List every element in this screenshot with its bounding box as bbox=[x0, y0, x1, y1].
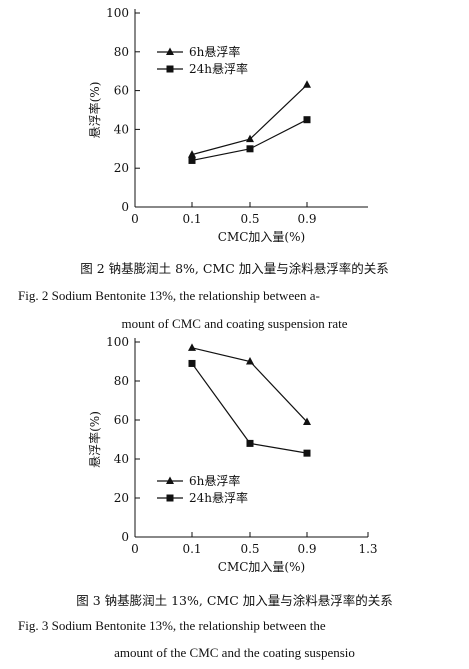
data-point-24h bbox=[246, 439, 254, 447]
x-tick-label: 0.5 bbox=[240, 542, 259, 556]
figure-2-caption-zh: 图 2 钠基膨润土 8%, CMC 加入量与涂料悬浮率的关系 bbox=[80, 261, 389, 276]
data-point-6h bbox=[188, 343, 196, 351]
data-point-6h bbox=[188, 150, 196, 158]
x-tick-label: 0.9 bbox=[297, 212, 316, 226]
data-point-6h bbox=[246, 357, 254, 365]
data-point-6h bbox=[303, 80, 311, 88]
x-tick-label: 1.3 bbox=[358, 542, 377, 556]
data-point-6h bbox=[246, 134, 254, 143]
chart-3-svg: 0 20 40 60 80 100 0 0.1 0.5 0.9 1.3 CMC加入量(%) 悬浮率(%)… bbox=[87, 335, 378, 574]
x-tick-label: 0 bbox=[131, 212, 139, 226]
data-point-24h bbox=[246, 145, 254, 153]
y-tick-label: 100 bbox=[106, 6, 129, 20]
y-tick-label: 0 bbox=[121, 200, 129, 214]
data-point-24h bbox=[303, 116, 311, 124]
x-tick-label: 0.1 bbox=[182, 212, 201, 226]
legend-triangle-icon bbox=[166, 476, 174, 484]
data-point-6h bbox=[303, 417, 311, 425]
y-tick-label: 40 bbox=[114, 122, 129, 136]
y-tick-label: 0 bbox=[121, 530, 129, 544]
x-tick-label: 0.5 bbox=[240, 212, 259, 226]
y-axis-label: 悬浮率(%) bbox=[87, 82, 102, 139]
figure-3-caption-zh: 图 3 钠基膨润土 13%, CMC 加入量与涂料悬浮率的关系 bbox=[76, 593, 393, 608]
chart-2-svg: 0 20 40 60 80 100 0 0.1 0.5 0.9 CMC加入量(%) 悬浮率(%) 6h悬… bbox=[87, 6, 368, 244]
y-tick-label: 60 bbox=[114, 84, 129, 98]
y-tick-label: 80 bbox=[114, 45, 129, 59]
legend-square-icon bbox=[166, 65, 174, 73]
data-point-24h bbox=[188, 156, 196, 164]
x-tick-label: 0.1 bbox=[182, 542, 201, 556]
figure-3-caption-en-line2: amount of the CMC and the coating suspen… bbox=[114, 645, 355, 660]
x-tick-label: 0 bbox=[131, 542, 139, 556]
figure-2-caption-en-line2: mount of CMC and coating suspension rate bbox=[121, 316, 348, 331]
y-tick-label: 40 bbox=[114, 452, 129, 466]
x-tick-label: 0.9 bbox=[297, 542, 316, 556]
x-axis-label: CMC加入量(%) bbox=[218, 560, 305, 574]
legend-label: 24h悬浮率 bbox=[189, 61, 248, 76]
series-line-24h bbox=[191, 363, 308, 454]
y-tick-label: 80 bbox=[114, 374, 129, 388]
legend-label: 6h悬浮率 bbox=[189, 44, 240, 59]
series-line-6h bbox=[191, 84, 308, 156]
legend-label: 24h悬浮率 bbox=[189, 490, 248, 505]
legend-square-icon bbox=[166, 494, 174, 502]
y-tick-label: 20 bbox=[114, 491, 129, 505]
x-axis-label: CMC加入量(%) bbox=[218, 230, 305, 244]
y-tick-label: 20 bbox=[114, 161, 129, 175]
figure-2: 0 20 40 60 80 100 0 0.1 0.5 0.9 CMC加入量(%) 悬浮率(%) 6h悬… bbox=[0, 0, 469, 245]
figure-3: 0 20 40 60 80 100 0 0.1 0.5 0.9 1.3 CMC加入量(%) 悬浮率(%)… bbox=[0, 330, 469, 580]
y-tick-label: 100 bbox=[106, 335, 129, 349]
legend-label: 6h悬浮率 bbox=[189, 473, 240, 488]
y-axis-label: 悬浮率(%) bbox=[87, 411, 102, 468]
legend-triangle-icon bbox=[166, 47, 174, 55]
figure-2-caption-en-line1: Fig. 2 Sodium Bentonite 13%, the relatio… bbox=[18, 288, 320, 303]
figure-3-caption-en-line1: Fig. 3 Sodium Bentonite 13%, the relatio… bbox=[18, 618, 326, 633]
y-tick-label: 60 bbox=[114, 413, 129, 427]
data-point-24h bbox=[188, 359, 196, 367]
data-point-24h bbox=[303, 449, 311, 457]
